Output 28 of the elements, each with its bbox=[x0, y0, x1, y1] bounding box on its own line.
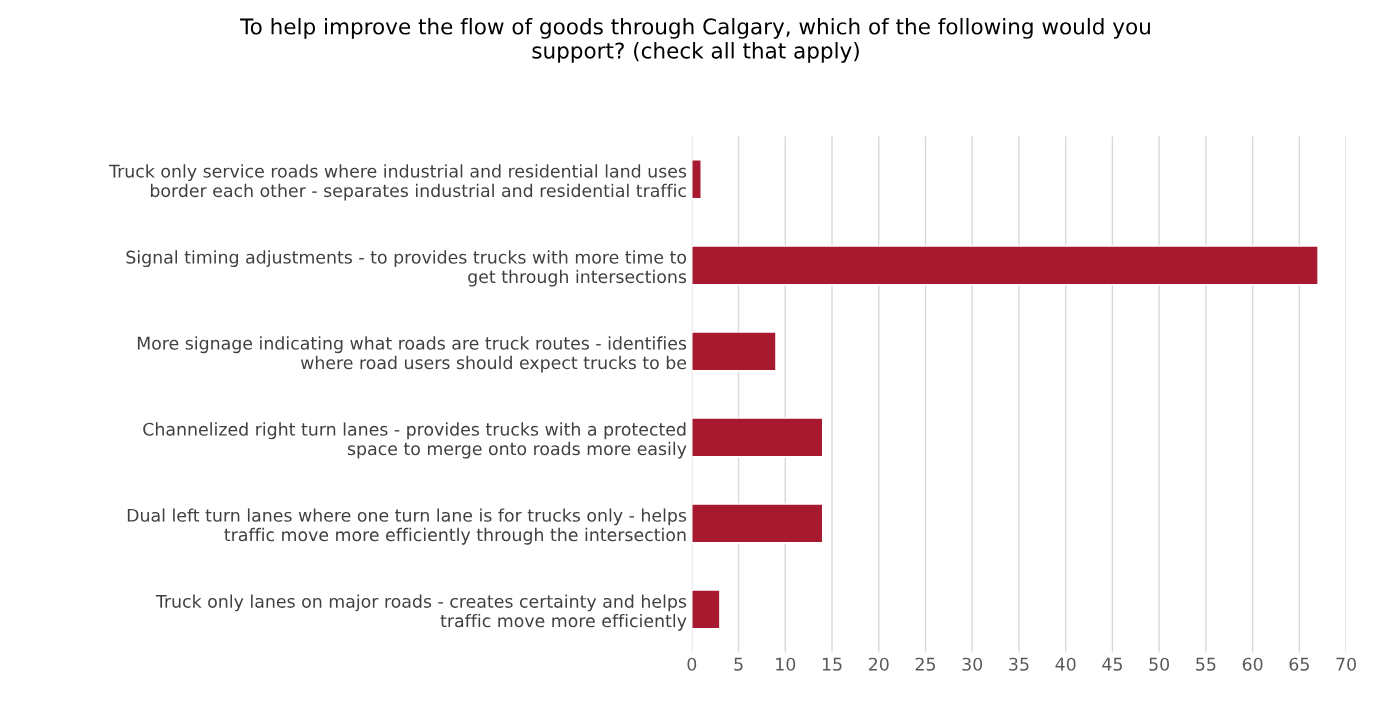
bar bbox=[691, 159, 702, 200]
x-tick-label: 0 bbox=[687, 657, 697, 671]
y-tick-label: Truck only service roads where industrial and residential land uses border each other - separates industrial and residential traffic bbox=[109, 164, 687, 201]
x-tick-label: 15 bbox=[822, 657, 842, 671]
bar bbox=[691, 331, 777, 372]
x-tick-label: 40 bbox=[1055, 657, 1076, 671]
x-tick-label: 55 bbox=[1196, 657, 1216, 671]
x-tick-label: 60 bbox=[1242, 657, 1263, 671]
x-tick-label: 10 bbox=[776, 657, 796, 671]
bar bbox=[691, 417, 824, 458]
chart-title: To help improve the flow of goods through Calgary, which of the following would you support? (check all that apply) bbox=[240, 17, 1150, 63]
y-tick-label: Signal timing adjustments - to provides trucks with more time to get through intersections bbox=[126, 250, 687, 287]
y-tick-label: Truck only lanes on major roads - creates certainty and helps traffic move more efficiently bbox=[155, 594, 687, 631]
x-tick-label: 35 bbox=[1009, 657, 1029, 671]
bar bbox=[691, 245, 1319, 286]
y-tick-label: More signage indicating what roads are truck routes - identifies where road users should expect trucks to be bbox=[137, 336, 687, 373]
y-tick-label: Dual left turn lanes where one turn lane is for trucks only - helps traffic move more efficiently through the intersection bbox=[127, 508, 687, 545]
x-tick-label: 45 bbox=[1102, 657, 1122, 671]
bar bbox=[691, 503, 824, 544]
x-tick-label: 30 bbox=[962, 657, 983, 671]
y-tick-label: Channelized right turn lanes - provides trucks with a protected space to merge onto roads more easily bbox=[143, 422, 687, 459]
x-tick-label: 20 bbox=[868, 657, 889, 671]
x-tick-label: 50 bbox=[1149, 657, 1170, 671]
x-tick-label: 25 bbox=[915, 657, 936, 671]
x-tick-label: 65 bbox=[1289, 657, 1309, 671]
x-tick-label: 5 bbox=[734, 657, 743, 671]
bar bbox=[691, 589, 721, 630]
x-tick-label: 70 bbox=[1336, 657, 1356, 671]
